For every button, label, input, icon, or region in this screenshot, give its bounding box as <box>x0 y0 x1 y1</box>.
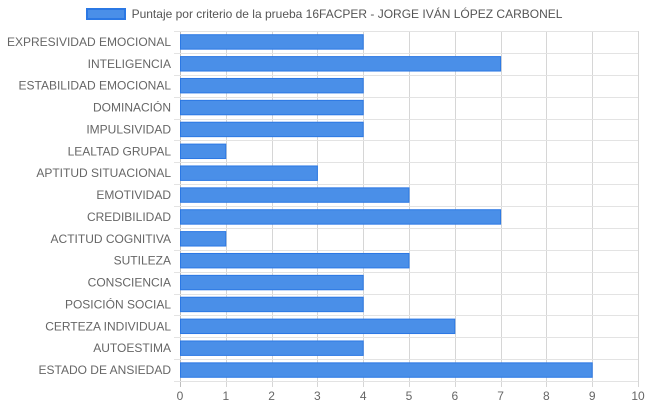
y-tick-label: CONSCIENCIA <box>88 276 171 290</box>
grid-lines <box>174 31 639 387</box>
y-tick-label: CREDIBILIDAD <box>87 210 171 224</box>
bars <box>180 34 593 378</box>
x-tick-label: 2 <box>268 389 275 403</box>
bar[interactable] <box>180 165 318 181</box>
y-tick-label: SUTILEZA <box>114 254 171 268</box>
bar[interactable] <box>180 362 593 378</box>
legend-swatch <box>85 8 126 20</box>
bar[interactable] <box>180 340 364 356</box>
y-tick-label: ESTADO DE ANSIEDAD <box>39 363 172 377</box>
bar[interactable] <box>180 318 456 335</box>
y-tick-label: ESTABILIDAD EMOCIONAL <box>19 79 172 93</box>
bar[interactable] <box>180 143 227 160</box>
bar[interactable] <box>180 296 364 313</box>
y-tick-label: INTELIGENCIA <box>88 57 171 71</box>
x-tick-label: 4 <box>360 389 367 403</box>
bar[interactable] <box>180 56 502 72</box>
x-axis-labels: 0 1 2 3 4 5 6 7 8 9 10 <box>177 389 645 403</box>
x-tick-label: 8 <box>543 389 550 403</box>
bar[interactable] <box>180 231 227 247</box>
x-tick-label: 7 <box>497 389 504 403</box>
x-tick-label: 1 <box>222 389 229 403</box>
y-axis-labels: EXPRESIVIDAD EMOCIONAL INTELIGENCIA ESTABI… <box>7 35 171 377</box>
y-tick-label: POSICIÓN SOCIAL <box>65 296 171 311</box>
y-tick-label: LEALTAD GRUPAL <box>68 144 172 158</box>
y-tick-label: CERTEZA INDIVIDUAL <box>45 319 171 333</box>
y-tick-label: EMOTIVIDAD <box>96 188 171 202</box>
x-tick-label: 5 <box>406 389 413 403</box>
bar[interactable] <box>180 252 410 269</box>
y-tick-label: DOMINACIÓN <box>93 100 171 115</box>
x-tick-label: 0 <box>177 389 184 403</box>
bar[interactable] <box>180 274 364 291</box>
y-tick-label: IMPULSIVIDAD <box>86 122 171 136</box>
y-tick-label: AUTOESTIMA <box>93 341 171 355</box>
bar[interactable] <box>180 187 410 203</box>
bar[interactable] <box>180 77 364 94</box>
y-tick-label: ACTITUD COGNITIVA <box>51 232 171 246</box>
x-tick-label: 9 <box>589 389 596 403</box>
y-tick-label: APTITUD SITUACIONAL <box>36 166 171 180</box>
bar[interactable] <box>180 209 502 225</box>
y-tick-label: EXPRESIVIDAD EMOCIONAL <box>7 35 171 49</box>
bar[interactable] <box>180 34 364 50</box>
chart-legend[interactable]: Puntaje por criterio de la prueba 16FACP… <box>0 6 648 22</box>
legend-label: Puntaje por criterio de la prueba 16FACP… <box>131 7 563 21</box>
x-tick-label: 3 <box>314 389 321 403</box>
bar[interactable] <box>180 99 364 116</box>
x-tick-label: 10 <box>631 389 645 403</box>
x-tick-label: 6 <box>451 389 458 403</box>
bar[interactable] <box>180 121 364 138</box>
